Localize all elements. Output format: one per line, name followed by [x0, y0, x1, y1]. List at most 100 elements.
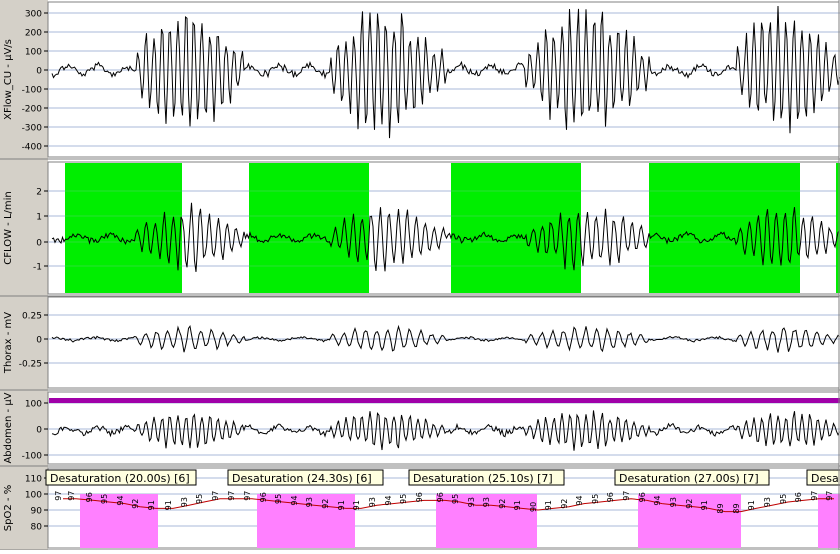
spo2-value-label: 94 [575, 495, 584, 505]
desaturation-region [436, 494, 537, 548]
spo2-value-label: 97 [243, 491, 252, 501]
spo2-value-label: 95 [399, 494, 408, 504]
tick-label: -400 [22, 143, 43, 153]
tick-label: 100 [25, 48, 42, 58]
desaturation-annotation[interactable]: Desa [806, 469, 840, 486]
spo2-value-label: 95 [591, 494, 600, 504]
spo2-value-label: 91 [352, 500, 361, 510]
spo2-value-label: 97 [622, 491, 631, 501]
spo2-value-label: 95 [451, 494, 460, 504]
spo2-value-label: 97 [825, 491, 834, 501]
annotation-label: Desaturation (24.30s) [6] [232, 472, 372, 485]
xflow-trace [51, 5, 840, 139]
spo2-value-label: 91 [337, 500, 346, 510]
tick-label: -1 [33, 263, 42, 273]
tick-label: 1 [36, 213, 42, 223]
spo2-value-label: 95 [274, 494, 283, 504]
spo2-value-label: 95 [195, 494, 204, 504]
annotation-box [45, 469, 197, 486]
desaturation-region [818, 494, 840, 548]
spo2-value-label: 93 [482, 497, 491, 507]
spo2-value-label: 96 [259, 492, 268, 502]
spo2-value-label: 93 [305, 497, 314, 507]
annotation-box [227, 469, 384, 486]
desaturation-annotation[interactable]: Desaturation (24.30s) [6] [227, 469, 384, 486]
cflow-trace [51, 202, 840, 272]
annotation-label: Desa [811, 472, 839, 485]
spo2-value-label: 89 [732, 503, 741, 513]
spo2-value-label: 91 [513, 500, 522, 510]
y-axis-title: XFlow_CU - µV/s [3, 39, 14, 120]
annotation-box [806, 469, 840, 486]
tick-label: 200 [25, 29, 42, 39]
spo2-value-label: 92 [685, 499, 694, 509]
spo2-value-label: 97 [810, 491, 819, 501]
tick-label: -0.25 [19, 360, 42, 370]
desaturation-annotation[interactable]: Desaturation (25.10s) [7] [408, 469, 565, 486]
tick-label: 100 [25, 491, 42, 501]
tick-label: 0 [36, 67, 42, 77]
spo2-value-label: 93 [669, 497, 678, 507]
spo2-value-label: 97 [67, 491, 76, 501]
abdomen-marker-bar [49, 398, 840, 403]
spo2-trace [63, 498, 834, 513]
abdomen-trace [51, 410, 840, 451]
tick-label: -200 [22, 105, 43, 115]
spo2-value-label: 95 [779, 494, 788, 504]
annotation-label: Desaturation (27.00s) [7] [619, 472, 759, 485]
spo2-value-label: 95 [100, 494, 109, 504]
desaturation-annotation[interactable]: Desaturation (27.00s) [7] [614, 469, 770, 486]
apnea-event-region [836, 163, 840, 293]
spo2-value-label: 97 [211, 491, 220, 501]
spo2-value-label: 94 [653, 495, 662, 505]
tick-label: 90 [31, 507, 43, 517]
desaturation-region [257, 494, 355, 548]
thorax-trace [51, 324, 840, 353]
spo2-value-label: 96 [85, 492, 94, 502]
tick-label: 0 [36, 426, 42, 436]
y-axis-title: Abdomen - µV [3, 392, 14, 463]
desaturation-annotation[interactable]: Desaturation (20.00s) [6] [45, 469, 197, 486]
annotation-box [408, 469, 565, 486]
spo2-value-label: 93 [368, 497, 377, 507]
spo2-value-label: 92 [131, 499, 140, 509]
y-axis-title: SpO2 - % [3, 485, 14, 531]
spo2-value-label: 94 [290, 495, 299, 505]
spo2-value-label: 96 [415, 492, 424, 502]
desaturation-region [638, 494, 741, 548]
spo2-value-label: 91 [147, 500, 156, 510]
tick-label: 300 [25, 10, 42, 20]
annotation-box [614, 469, 770, 486]
tick-label: -300 [22, 124, 43, 134]
spo2-value-label: 96 [606, 492, 615, 502]
y-axis-title: Thorax - mV [3, 312, 14, 374]
spo2-value-label: 90 [529, 502, 538, 512]
spo2-value-label: 93 [467, 497, 476, 507]
spo2-value-label: 89 [716, 503, 725, 513]
spo2-value-label: 91 [700, 500, 709, 510]
tick-label: 0 [36, 336, 42, 346]
annotation-label: Desaturation (25.10s) [7] [413, 472, 553, 485]
annotation-label: Desaturation (20.00s) [6] [50, 472, 190, 485]
spo2-value-label: 96 [638, 492, 647, 502]
spo2-value-label: 92 [321, 499, 330, 509]
spo2-value-label: 92 [560, 499, 569, 509]
spo2-value-label: 96 [436, 492, 445, 502]
spo2-value-label: 91 [544, 500, 553, 510]
tick-label: 80 [31, 523, 43, 533]
tick-label: 0 [36, 239, 42, 249]
y-axis-title: CFLOW - L/min [3, 191, 14, 264]
spo2-value-label: 93 [763, 497, 772, 507]
spo2-value-label: 94 [116, 495, 125, 505]
apnea-event-region [649, 163, 800, 293]
spo2-value-label: 91 [747, 500, 756, 510]
tick-label: -100 [22, 452, 43, 462]
spo2-value-label: 96 [794, 492, 803, 502]
tick-label: 2 [36, 188, 42, 198]
axis-label-column [0, 0, 48, 550]
tick-label: -100 [22, 86, 43, 96]
apnea-event-region [249, 163, 369, 293]
spo2-value-label: 97 [227, 491, 236, 501]
apnea-event-region [65, 163, 182, 293]
